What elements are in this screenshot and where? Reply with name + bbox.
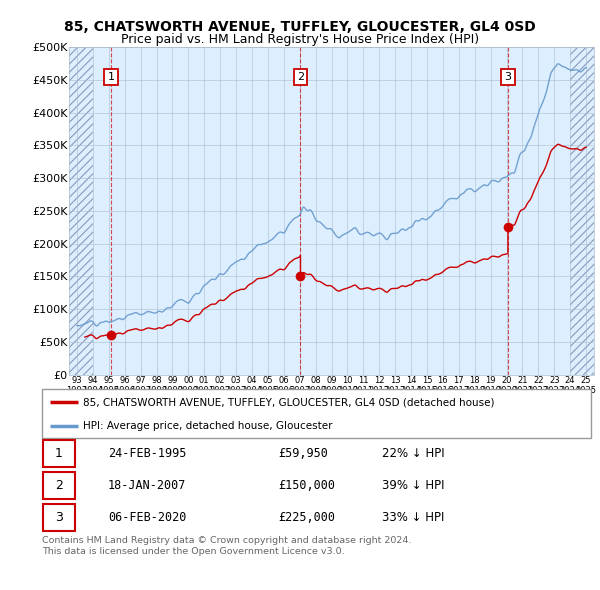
- Text: 18-JAN-2007: 18-JAN-2007: [108, 479, 186, 492]
- Text: 85, CHATSWORTH AVENUE, TUFFLEY, GLOUCESTER, GL4 0SD (detached house): 85, CHATSWORTH AVENUE, TUFFLEY, GLOUCEST…: [83, 398, 494, 408]
- Text: 85, CHATSWORTH AVENUE, TUFFLEY, GLOUCESTER, GL4 0SD: 85, CHATSWORTH AVENUE, TUFFLEY, GLOUCEST…: [64, 20, 536, 34]
- Text: 2: 2: [55, 479, 63, 492]
- Text: 1: 1: [55, 447, 63, 460]
- Text: 33% ↓ HPI: 33% ↓ HPI: [382, 511, 445, 524]
- Text: 1: 1: [107, 71, 115, 81]
- Bar: [43, 504, 75, 531]
- Text: 3: 3: [55, 511, 63, 524]
- Text: £150,000: £150,000: [278, 479, 335, 492]
- Text: 2: 2: [297, 71, 304, 81]
- Bar: [43, 440, 75, 467]
- Text: 39% ↓ HPI: 39% ↓ HPI: [382, 479, 445, 492]
- Text: 3: 3: [505, 71, 511, 81]
- Bar: [43, 472, 75, 499]
- Bar: [570, 41, 594, 375]
- Text: £225,000: £225,000: [278, 511, 335, 524]
- Text: 24-FEB-1995: 24-FEB-1995: [108, 447, 186, 460]
- Bar: [69, 41, 93, 375]
- Text: HPI: Average price, detached house, Gloucester: HPI: Average price, detached house, Glou…: [83, 421, 332, 431]
- Text: Price paid vs. HM Land Registry's House Price Index (HPI): Price paid vs. HM Land Registry's House …: [121, 33, 479, 46]
- Text: Contains HM Land Registry data © Crown copyright and database right 2024.
This d: Contains HM Land Registry data © Crown c…: [42, 536, 412, 556]
- Text: 06-FEB-2020: 06-FEB-2020: [108, 511, 186, 524]
- Text: £59,950: £59,950: [278, 447, 328, 460]
- Text: 22% ↓ HPI: 22% ↓ HPI: [382, 447, 445, 460]
